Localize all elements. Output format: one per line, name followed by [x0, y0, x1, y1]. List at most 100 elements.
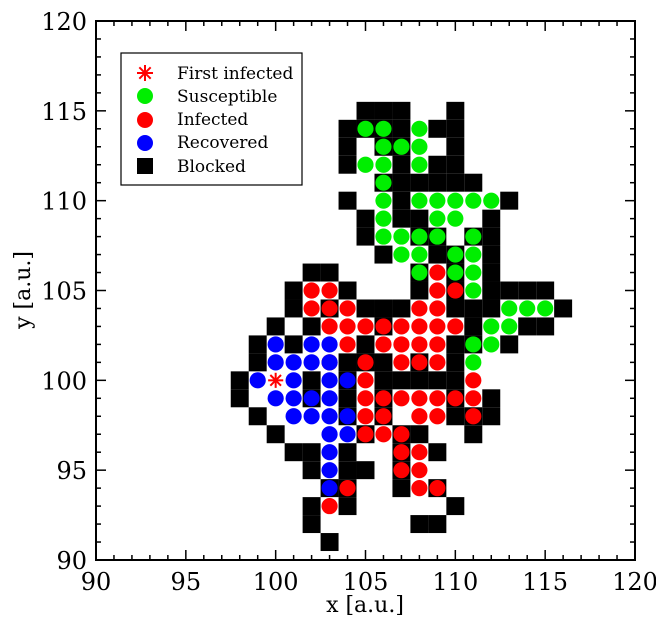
legend-label-first-infected: First infected: [177, 64, 293, 84]
legend-symbol-infected: [137, 112, 153, 128]
blocked-cell: [500, 281, 519, 300]
recovered-point: [285, 408, 302, 425]
infected-point: [429, 408, 446, 425]
recovered-point: [249, 372, 266, 389]
blocked-cell: [374, 299, 393, 318]
infected-point: [321, 300, 338, 317]
infected-point: [429, 264, 446, 281]
susceptible-point: [483, 336, 500, 353]
susceptible-point: [447, 210, 464, 227]
blocked-cell: [248, 353, 267, 372]
blocked-cell: [320, 263, 339, 282]
blocked-cell: [284, 443, 303, 462]
susceptible-point: [411, 264, 428, 281]
x-tick-label: 105: [343, 568, 389, 596]
susceptible-point: [411, 246, 428, 263]
blocked-cell: [428, 371, 447, 390]
blocked-cell: [392, 479, 411, 498]
y-tick-label: 100: [41, 367, 87, 395]
susceptible-point: [483, 318, 500, 335]
infected-point: [357, 390, 374, 407]
infected-point: [411, 408, 428, 425]
blocked-cell: [266, 425, 285, 444]
blocked-cell: [392, 191, 411, 210]
blocked-cell: [464, 299, 483, 318]
recovered-point: [339, 372, 356, 389]
recovered-point: [321, 480, 338, 497]
blocked-cell: [482, 407, 501, 426]
blocked-cell: [518, 281, 537, 300]
blocked-cell: [302, 497, 321, 516]
susceptible-point: [393, 228, 410, 245]
blocked-cell: [302, 515, 321, 534]
susceptible-point: [465, 282, 482, 299]
susceptible-point: [501, 318, 518, 335]
blocked-cell: [482, 281, 501, 300]
infected-point: [321, 282, 338, 299]
blocked-cell: [482, 389, 501, 408]
blocked-cell: [284, 299, 303, 318]
blocked-cell: [482, 263, 501, 282]
blocked-cell: [392, 299, 411, 318]
legend-symbol-first-infected-stroke: [138, 66, 152, 80]
x-tick-label: 110: [432, 568, 478, 596]
infected-point: [375, 408, 392, 425]
susceptible-point: [411, 138, 428, 155]
blocked-cell: [446, 119, 465, 138]
blocked-cell: [464, 173, 483, 192]
blocked-cell: [338, 137, 357, 156]
recovered-point: [321, 426, 338, 443]
susceptible-point: [465, 264, 482, 281]
recovered-point: [321, 408, 338, 425]
blocked-cell: [410, 173, 429, 192]
infected-point: [375, 318, 392, 335]
susceptible-point: [411, 228, 428, 245]
infected-point: [429, 480, 446, 497]
recovered-point: [303, 354, 320, 371]
blocked-cell: [392, 155, 411, 174]
infected-point: [411, 336, 428, 353]
blocked-cell: [482, 299, 501, 318]
legend-symbol-blocked: [137, 158, 153, 174]
recovered-point: [303, 390, 320, 407]
susceptible-point: [447, 192, 464, 209]
infected-point: [429, 336, 446, 353]
susceptible-point: [465, 336, 482, 353]
infected-point: [303, 300, 320, 317]
susceptible-point: [519, 300, 536, 317]
blocked-cell: [338, 155, 357, 174]
blocked-cell: [482, 209, 501, 228]
legend-label-susceptible: Susceptible: [177, 87, 277, 107]
infected-point: [357, 372, 374, 389]
axis-tick-labels: 90 95 100 105 110 115 120 90 95 100 105 110 115 120: [41, 8, 656, 596]
axis-ticks: [95, 20, 636, 561]
infected-point: [411, 390, 428, 407]
recovered-point: [267, 390, 284, 407]
susceptible-point: [375, 228, 392, 245]
infected-point: [339, 336, 356, 353]
blocked-cell: [248, 407, 267, 426]
infected-point: [429, 318, 446, 335]
recovered-point: [285, 390, 302, 407]
blocked-cell: [482, 227, 501, 246]
blocked-cell: [302, 317, 321, 336]
infected-point: [393, 462, 410, 479]
infected-point: [375, 336, 392, 353]
x-tick-label: 90: [81, 568, 112, 596]
blocked-cell: [410, 425, 429, 444]
blocked-cell: [320, 533, 339, 552]
blocked-cell: [338, 497, 357, 516]
infected-point: [447, 318, 464, 335]
blocked-cell: [392, 101, 411, 120]
susceptible-point: [429, 228, 446, 245]
blocked-cell: [446, 353, 465, 372]
susceptible-point: [447, 246, 464, 263]
recovered-point: [285, 354, 302, 371]
recovered-point: [321, 462, 338, 479]
recovered-point: [267, 354, 284, 371]
y-axis-label: y [a.u.]: [11, 251, 36, 330]
susceptible-point: [447, 264, 464, 281]
blocked-cell: [410, 209, 429, 228]
recovered-point: [285, 372, 302, 389]
legend-label-recovered: Recovered: [177, 133, 268, 153]
